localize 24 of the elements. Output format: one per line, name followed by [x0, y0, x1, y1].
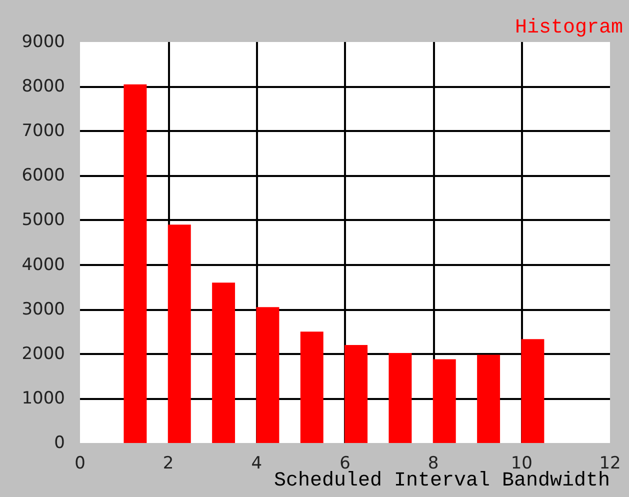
y-tick-label: 8000 [22, 76, 65, 97]
bar [521, 339, 544, 443]
x-tick-label: 0 [74, 454, 86, 474]
bar [344, 344, 368, 443]
y-tick-label: 3000 [22, 299, 65, 320]
bar [300, 332, 324, 443]
bar [124, 84, 147, 443]
y-tick-label: 9000 [22, 32, 65, 52]
chart-title: Histogram [514, 16, 624, 40]
y-tick-label: 1000 [22, 388, 65, 408]
y-tick-label: 0 [54, 433, 65, 453]
bar [212, 282, 236, 443]
bar [477, 354, 500, 443]
x-tick-label: 4 [251, 454, 262, 474]
y-tick-label: 7000 [22, 121, 65, 142]
x-tick-label: 2 [162, 454, 174, 474]
y-tick-label: 4000 [22, 254, 65, 275]
bar [432, 359, 456, 443]
bar [256, 307, 280, 443]
bar [168, 224, 191, 443]
bar [388, 353, 412, 443]
y-tick-label: 6000 [22, 166, 65, 186]
y-tick-label: 5000 [22, 210, 65, 230]
y-tick-label: 2000 [22, 344, 65, 364]
